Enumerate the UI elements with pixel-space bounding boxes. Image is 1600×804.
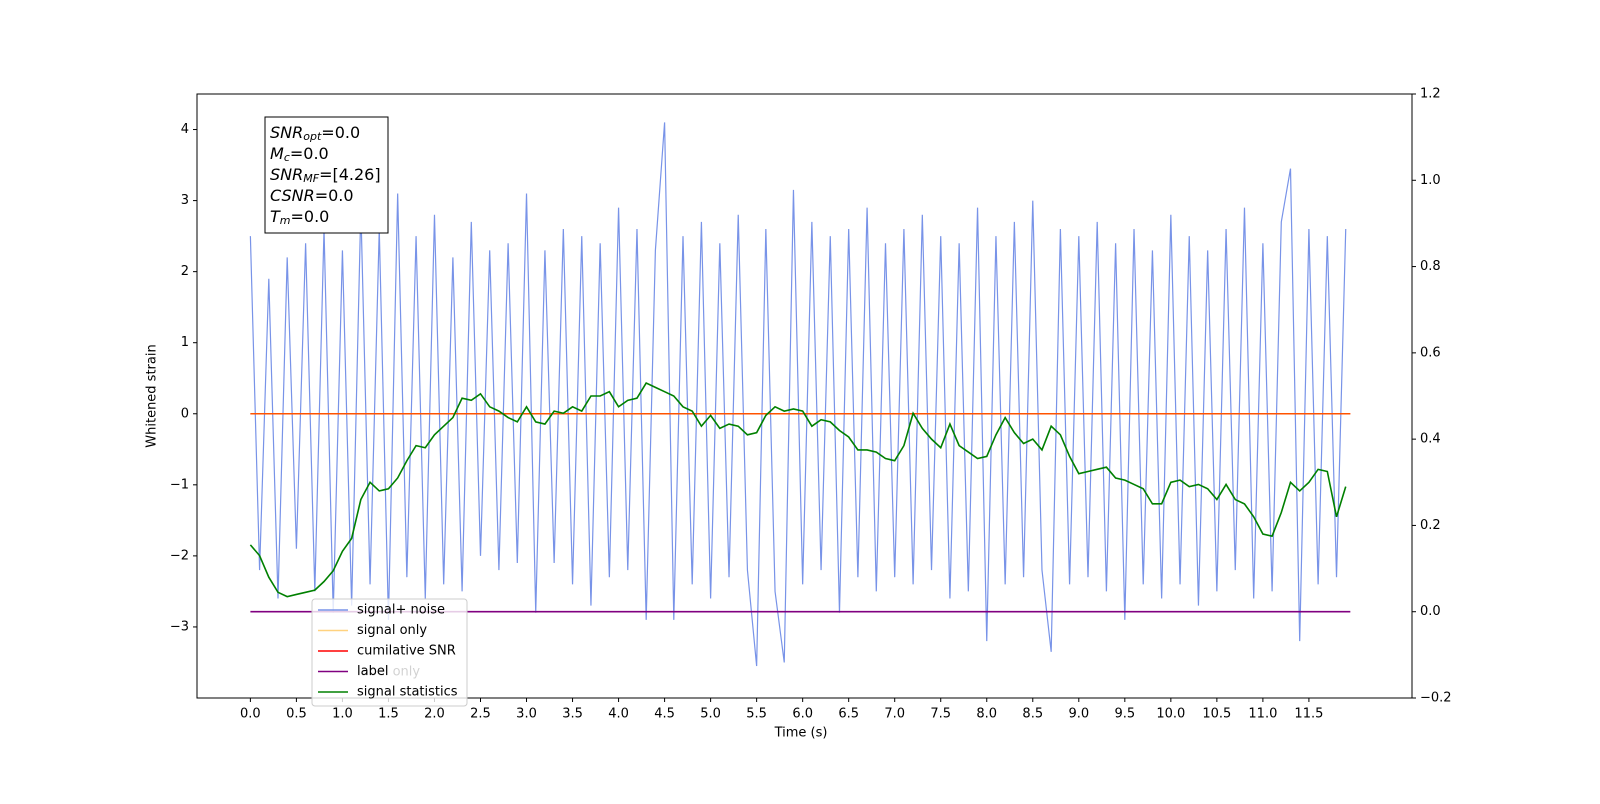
annotation: CSNR=0.0 (270, 186, 354, 205)
annotation: Mc=0.0 (270, 144, 329, 165)
y2-tick-label: −0.2 (1420, 691, 1452, 706)
x-tick-label: 7.0 (884, 707, 905, 722)
y2-tick-label: 0.6 (1420, 345, 1441, 360)
y-tick-label: 2 (181, 264, 189, 279)
annotation-symbol: SNR (270, 165, 303, 184)
y-tick-label: 0 (181, 406, 189, 421)
x-tick-label: 8.5 (1022, 707, 1043, 722)
x-tick-label: 9.5 (1114, 707, 1135, 722)
x-tick-label: 4.0 (608, 707, 629, 722)
annotation-subscript: m (280, 214, 291, 227)
x-tick-label: 4.5 (654, 707, 675, 722)
x-tick-label: 10.5 (1202, 707, 1231, 722)
x-axis-label: Time (s) (774, 726, 828, 741)
annotation-subscript: opt (303, 130, 322, 143)
x-tick-label: 5.5 (746, 707, 767, 722)
y-tick-label: −1 (170, 477, 189, 492)
x-tick-label: 10.0 (1156, 707, 1185, 722)
x-tick-label: 3.5 (562, 707, 583, 722)
legend-label: label (357, 664, 388, 679)
legend-label: cumilative SNR (357, 644, 456, 659)
y-tick-label: −2 (170, 548, 189, 563)
y-tick-label: 4 (181, 122, 189, 137)
y2-tick-label: 1.2 (1420, 87, 1441, 102)
x-tick-label: 0.0 (240, 707, 261, 722)
y2-tick-label: 1.0 (1420, 173, 1441, 188)
x-tick-label: 9.0 (1068, 707, 1089, 722)
legend-label: signal statistics (357, 685, 458, 700)
y2-tick-label: 0.4 (1420, 432, 1441, 447)
annotation-value: =0.0 (290, 144, 329, 163)
x-tick-label: 5.0 (700, 707, 721, 722)
y-tick-label: 1 (181, 335, 189, 350)
annotation-symbol: CSNR (270, 186, 315, 205)
annotation-value: =0.0 (321, 123, 360, 142)
annotation-symbol: SNR (270, 123, 303, 142)
annotation: SNRopt=0.0 (270, 123, 360, 144)
legend-label: signal only (357, 623, 427, 638)
x-tick-label: 0.5 (286, 707, 307, 722)
annotation-subscript: MF (303, 172, 319, 185)
annotation-value: =0.0 (315, 186, 354, 205)
x-tick-label: 6.0 (792, 707, 813, 722)
annotation-symbol: M (270, 144, 284, 163)
x-tick-label: 1.0 (332, 707, 353, 722)
y2-tick-label: 0.0 (1420, 604, 1441, 619)
x-tick-label: 7.5 (930, 707, 951, 722)
annotation: Tm=0.0 (270, 207, 329, 228)
x-tick-label: 2.0 (424, 707, 445, 722)
annotation-value: =0.0 (291, 207, 330, 226)
legend-label: signal+ noise (357, 603, 445, 618)
legend-ghost-text: label only (357, 665, 420, 680)
y2-tick-label: 0.8 (1420, 259, 1441, 274)
x-tick-label: 11.5 (1294, 707, 1323, 722)
y-axis-label: Whitened strain (145, 344, 160, 447)
x-tick-label: 3.0 (516, 707, 537, 722)
x-tick-label: 1.5 (378, 707, 399, 722)
x-tick-label: 6.5 (838, 707, 859, 722)
series-line (249, 122, 1347, 667)
x-tick-label: 2.5 (470, 707, 491, 722)
x-tick-label: 8.0 (976, 707, 997, 722)
y-tick-label: 3 (181, 193, 189, 208)
y-tick-label: −3 (170, 619, 189, 634)
annotation-subscript: c (284, 151, 290, 164)
annotation: SNRMF=[4.26] (270, 165, 381, 186)
legend-box (311, 598, 468, 707)
y2-tick-label: 0.2 (1420, 518, 1441, 533)
series-line (249, 382, 1347, 598)
annotation-symbol: T (270, 207, 281, 226)
plot-frame (196, 93, 1413, 699)
annotation-value: =[4.26] (319, 165, 381, 184)
annotation-box (264, 116, 389, 234)
x-tick-label: 11.0 (1248, 707, 1277, 722)
